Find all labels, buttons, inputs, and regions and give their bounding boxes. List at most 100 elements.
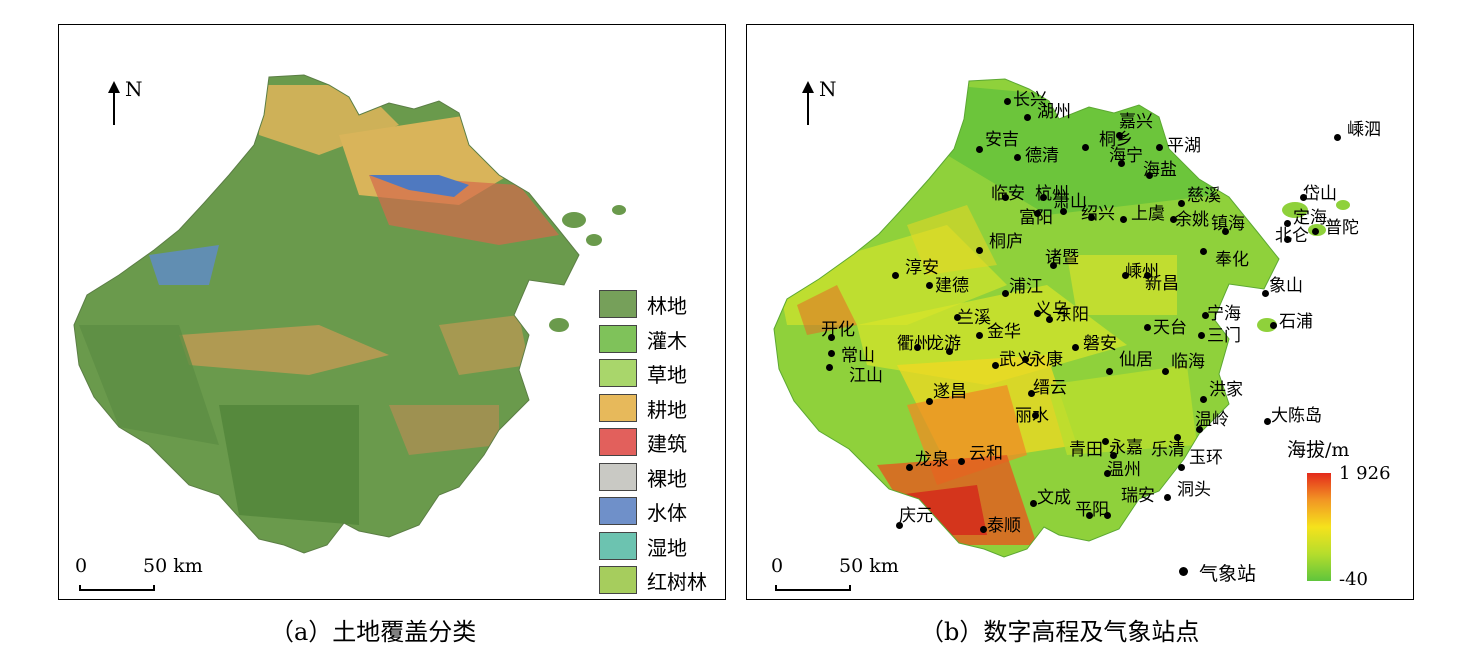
elevation-map [773,78,1350,558]
station-label: 浦江 [1009,277,1043,297]
station-dot [1102,438,1109,445]
station-dot [1024,114,1031,121]
station-dot [946,348,953,355]
station-label: 新昌 [1145,274,1179,294]
station-dot [1122,272,1129,279]
station-label: 文成 [1037,488,1071,508]
station-label: 遂昌 [933,382,967,402]
station-dot [914,344,921,351]
station-label: 龙游 [927,334,961,354]
station-dot [926,398,933,405]
station-dot-icon [1179,567,1188,576]
station-label: 海宁 [1109,146,1143,166]
legend-swatch [599,462,637,491]
station-label: 仙居 [1119,350,1153,370]
station-dot [1312,228,1319,235]
station-dot [1144,272,1151,279]
caption-a: （a）土地覆盖分类 [270,618,477,646]
station-dot [1222,228,1229,235]
station-dot [828,334,835,341]
station-label: 临安 [991,184,1025,204]
station-label: 江山 [849,366,883,386]
station-label: 嵊泗 [1347,120,1381,140]
station-label: 临海 [1171,352,1205,372]
station-dot [892,272,899,279]
station-label: 萧山 [1053,192,1087,212]
elevation-color-ramp [1307,473,1331,581]
station-label: 湖州 [1037,102,1071,122]
north-label: N [125,77,143,101]
station-dot [926,282,933,289]
station-label: 定海 [1293,208,1327,228]
station-label: 北仑 [1275,226,1309,246]
legend-swatch [599,497,637,525]
station-dot [1174,434,1181,441]
station-label: 象山 [1269,276,1303,296]
station-dot [826,364,833,371]
station-dot [1014,154,1021,161]
station-dot [1202,312,1209,319]
station-label: 瑞安 [1121,486,1155,506]
station-label: 天台 [1153,318,1187,338]
station-dot [1144,324,1151,331]
station-label: 永康 [1029,350,1063,370]
station-dot [1030,500,1037,507]
station-dot [1032,412,1039,419]
station-dot [1146,172,1153,179]
station-label: 奉化 [1215,250,1249,270]
station-dot [1034,310,1041,317]
station-label: 平阳 [1075,500,1109,520]
station-dot [1334,134,1341,141]
scale-zero-label: 0 [75,555,88,577]
station-label: 德清 [1025,146,1059,166]
station-label: 常山 [841,346,875,366]
station-label: 磐安 [1083,334,1117,354]
legend-swatch [599,531,637,560]
legend-swatch [599,359,637,387]
station-dot [958,458,965,465]
station-label: 庆元 [899,506,933,526]
station-label: 乐清 [1151,440,1185,460]
station-dot [1178,200,1185,207]
scale-fifty-label: 50 km [839,555,899,577]
station-dot [1200,248,1207,255]
station-dot [1050,262,1057,269]
station-label: 玉环 [1189,448,1223,468]
station-legend-label: 气象站 [1199,563,1257,585]
scale-fifty-label: 50 km [143,555,203,577]
station-label: 永嘉 [1109,438,1143,458]
station-dot [1300,194,1307,201]
legend-swatch [599,566,637,594]
station-dot [1118,160,1125,167]
station-label: 东阳 [1055,305,1089,325]
elevation-legend-title: 海拔/m [1287,439,1350,461]
station-dot [1170,216,1177,223]
station-dot [1046,316,1053,323]
station-dot [828,350,835,357]
station-label: 镇海 [1211,214,1245,234]
station-label: 建德 [935,276,969,296]
elevation-max-label: 1 926 [1339,463,1391,484]
station-dot [954,314,961,321]
station-label: 海盐 [1143,160,1177,180]
station-dot [976,247,983,254]
station-dot [1028,390,1035,397]
station-label: 大陈岛 [1271,406,1322,426]
station-dot [1088,214,1095,221]
north-label: N [819,77,837,101]
station-dot [896,522,903,529]
station-dot [1198,332,1205,339]
station-label: 开化 [821,320,855,340]
station-label: 富阳 [1019,208,1053,228]
station-dot [1116,132,1123,139]
station-dot [1156,144,1163,151]
station-label: 龙泉 [915,450,949,470]
station-dot [1262,290,1269,297]
elevation-station-map-panel: N 0 50 km 长兴 湖州 嘉兴 嵊泗 安吉 德清 桐乡 平湖 海宁 海盐 临安 杭州 萧山 慈溪 岱山… [746,24,1414,600]
station-dot [1086,512,1093,519]
station-label: 慈溪 [1187,186,1221,206]
station-dot [1104,470,1111,477]
station-label: 三门 [1207,326,1241,346]
station-dot [1106,368,1113,375]
station-dot [1072,344,1079,351]
